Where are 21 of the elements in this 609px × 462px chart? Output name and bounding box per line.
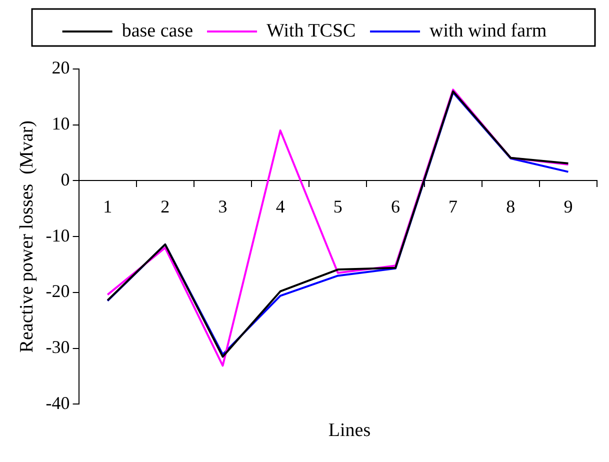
legend-label: base case <box>122 20 194 42</box>
x-tick-label: 3 <box>218 196 228 216</box>
y-tick-label: 0 <box>60 169 70 190</box>
x-tick-label: 2 <box>160 196 170 216</box>
x-tick-label: 9 <box>564 196 573 216</box>
x-tick-label: 1 <box>103 196 112 216</box>
x-tick-label: 4 <box>276 196 285 216</box>
legend-label: With TCSC <box>266 20 356 42</box>
legend-label: with wind farm <box>430 20 547 42</box>
y-tick-label: -40 <box>46 392 70 413</box>
x-tick-label: 5 <box>333 196 342 216</box>
y-tick-label: -10 <box>46 225 70 246</box>
y-tick-label: -20 <box>46 281 70 302</box>
x-axis-title: Lines <box>327 420 372 442</box>
y-axis-title: Reactive power losses (Mvar) <box>16 120 38 353</box>
y-tick-label: 20 <box>52 58 70 78</box>
x-tick-label: 8 <box>506 196 516 216</box>
y-tick-label: -30 <box>46 337 70 358</box>
x-tick-label: 7 <box>448 196 458 216</box>
y-tick-label: 10 <box>52 114 70 134</box>
x-tick-label: 6 <box>390 196 400 216</box>
